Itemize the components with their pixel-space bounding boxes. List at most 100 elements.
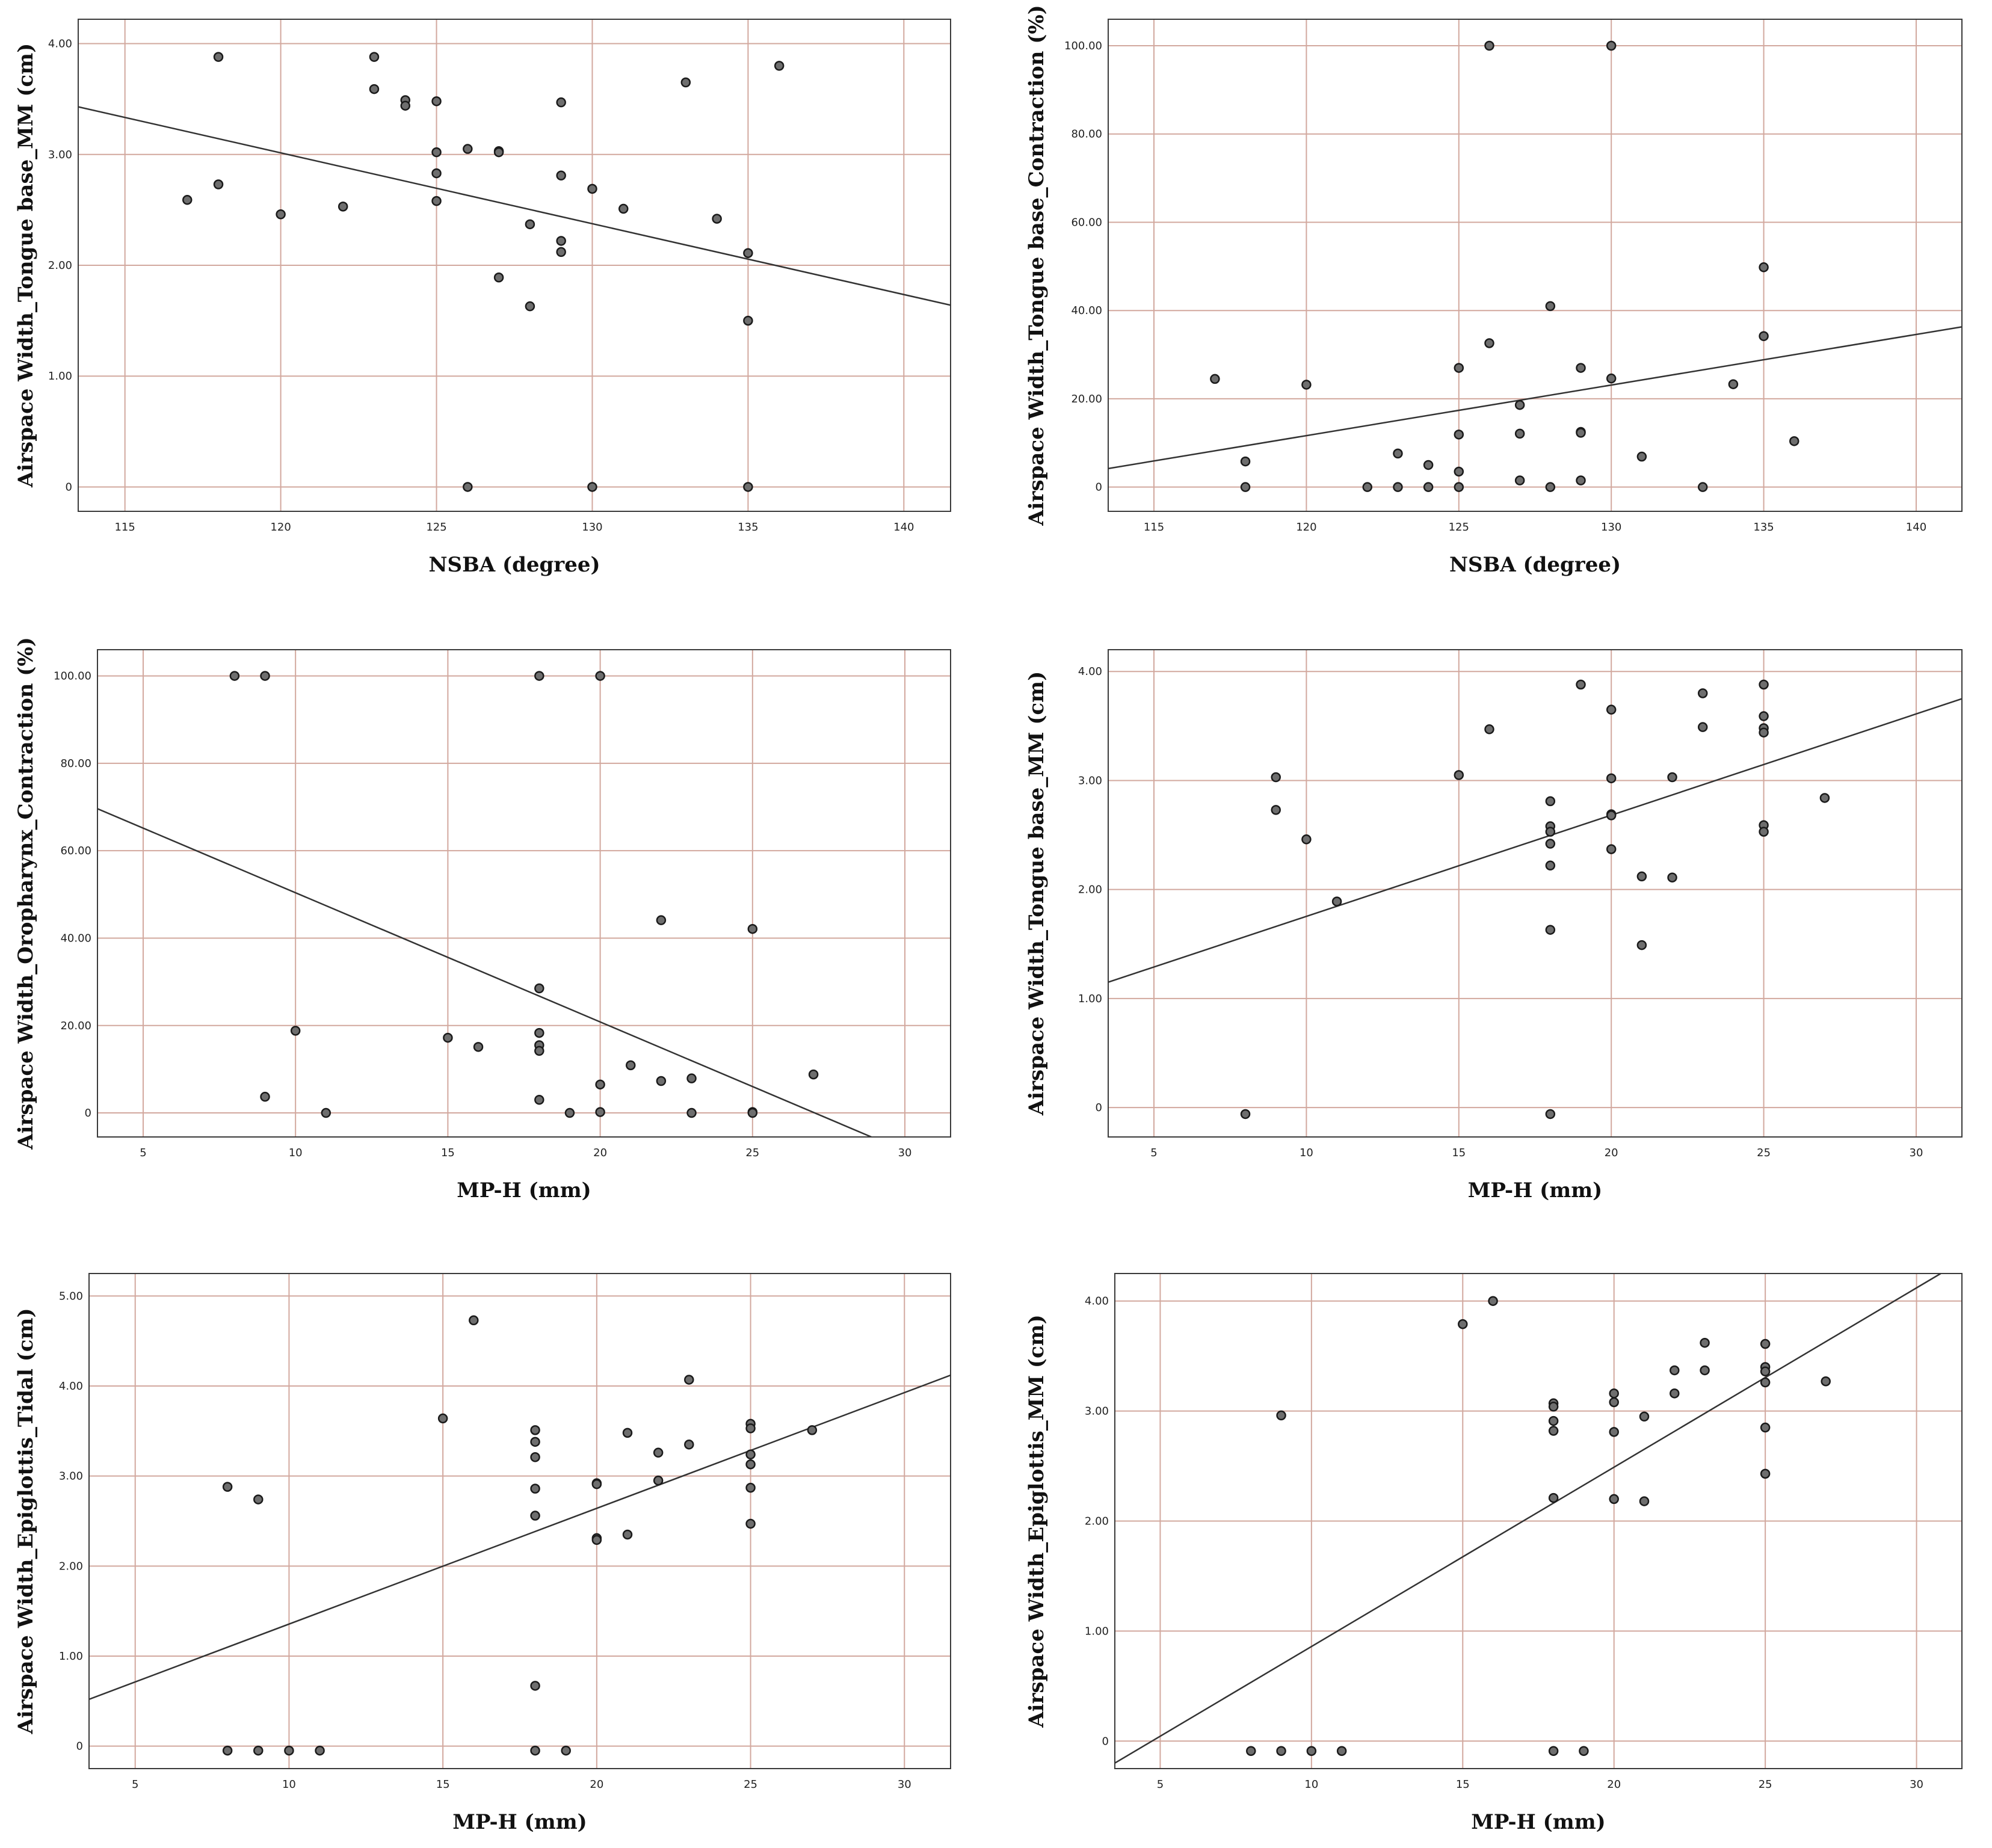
data-point	[1423, 482, 1434, 492]
data-point	[1454, 482, 1464, 492]
data-point	[431, 147, 442, 158]
data-point	[443, 1032, 453, 1043]
y-tick-label: 40.00	[60, 932, 91, 944]
data-point	[260, 671, 270, 681]
data-point	[1548, 1746, 1559, 1756]
x-tick-label: 5	[1157, 1778, 1164, 1791]
data-point	[591, 1479, 602, 1489]
y-tick-label: 0	[66, 481, 72, 493]
data-point	[591, 1535, 602, 1545]
data-point	[1636, 451, 1647, 462]
x-tick-label: 10	[282, 1778, 296, 1791]
x-tick-label: 20	[1607, 1778, 1621, 1791]
x-tick-label: 20	[590, 1778, 603, 1791]
data-point	[1760, 1422, 1771, 1433]
data-point	[1548, 1402, 1559, 1412]
data-point	[1331, 896, 1342, 907]
data-point	[1606, 40, 1617, 51]
data-point	[1759, 331, 1769, 341]
y-tick-label: 2.00	[1078, 884, 1102, 896]
data-point	[622, 1428, 633, 1438]
data-point	[530, 1511, 540, 1521]
x-tick-label: 30	[898, 1778, 911, 1791]
y-tick-label: 60.00	[60, 845, 91, 857]
data-point	[534, 1046, 544, 1056]
data-point	[530, 1425, 540, 1435]
y-axis-title: Airspace Width_Tongue base_Contraction (…	[1025, 5, 1049, 526]
data-point	[745, 1518, 756, 1529]
data-point	[1760, 1468, 1771, 1479]
data-point	[1454, 430, 1464, 440]
x-tick-label: 20	[593, 1147, 607, 1159]
data-point	[473, 1042, 484, 1052]
x-tick-label: 10	[1304, 1778, 1318, 1791]
data-point	[1576, 679, 1586, 690]
data-point	[1514, 399, 1525, 410]
data-point	[1606, 844, 1617, 854]
data-point	[1667, 872, 1677, 882]
data-point	[431, 196, 442, 206]
data-point	[1514, 428, 1525, 439]
data-point	[534, 983, 544, 994]
data-point	[595, 671, 605, 681]
data-point	[1276, 1746, 1286, 1756]
data-point	[1609, 1427, 1619, 1437]
x-axis-title: MP-H (mm)	[452, 1810, 587, 1834]
data-point	[437, 1413, 448, 1424]
data-point	[1576, 475, 1586, 485]
y-tick-label: 3.00	[1085, 1405, 1109, 1418]
data-point	[1545, 827, 1556, 837]
x-tick-label: 135	[1753, 521, 1774, 534]
y-tick-label: 4.00	[59, 1380, 83, 1393]
data-point	[1821, 1376, 1831, 1387]
data-point	[463, 482, 473, 492]
data-point	[534, 1027, 544, 1038]
data-point	[626, 1060, 636, 1071]
x-tick-label: 30	[898, 1147, 912, 1159]
data-point	[1484, 40, 1494, 51]
x-axis-title: NSBA (degree)	[1449, 553, 1621, 577]
data-point	[525, 219, 535, 230]
y-tick-label: 2.00	[1085, 1515, 1109, 1528]
data-point	[807, 1425, 818, 1435]
x-tick-label: 125	[1449, 521, 1469, 534]
data-point	[595, 1107, 605, 1117]
data-point	[680, 77, 691, 88]
data-point	[1609, 1388, 1619, 1399]
y-tick-label: 0	[1096, 481, 1102, 494]
data-point	[561, 1745, 571, 1756]
x-tick-label: 130	[582, 521, 602, 534]
data-point	[1636, 871, 1647, 882]
data-point	[1336, 1746, 1347, 1756]
data-point	[1484, 724, 1494, 735]
data-point	[1548, 1426, 1559, 1436]
data-point	[653, 1447, 664, 1458]
y-tick-label: 40.00	[1071, 304, 1102, 317]
data-point	[556, 170, 566, 181]
y-tick-label: 3.00	[59, 1470, 83, 1483]
data-point	[587, 183, 597, 194]
plot-frame	[97, 649, 951, 1138]
data-point	[253, 1745, 264, 1756]
data-point	[1639, 1496, 1650, 1506]
data-point	[1393, 448, 1403, 459]
plot-frame	[78, 19, 951, 512]
data-point	[1759, 827, 1769, 837]
x-tick-label: 115	[114, 521, 135, 534]
data-point	[400, 100, 410, 111]
data-point	[1454, 770, 1464, 780]
x-tick-label: 5	[140, 1147, 146, 1159]
y-tick-label: 100.00	[54, 670, 91, 683]
x-tick-label: 25	[1759, 1778, 1772, 1791]
y-axis-title: Airspace Width_Epiglottis_MM (cm)	[1025, 1314, 1049, 1728]
data-point	[747, 923, 758, 934]
data-point	[1488, 1296, 1498, 1306]
data-point	[1271, 805, 1281, 815]
fit-line	[89, 1374, 951, 1700]
data-point	[1609, 1494, 1619, 1505]
data-point	[587, 482, 597, 492]
data-point	[1458, 1319, 1468, 1329]
fit-line	[78, 106, 951, 306]
x-axis-title: MP-H (mm)	[1468, 1178, 1603, 1203]
data-point	[556, 247, 566, 257]
